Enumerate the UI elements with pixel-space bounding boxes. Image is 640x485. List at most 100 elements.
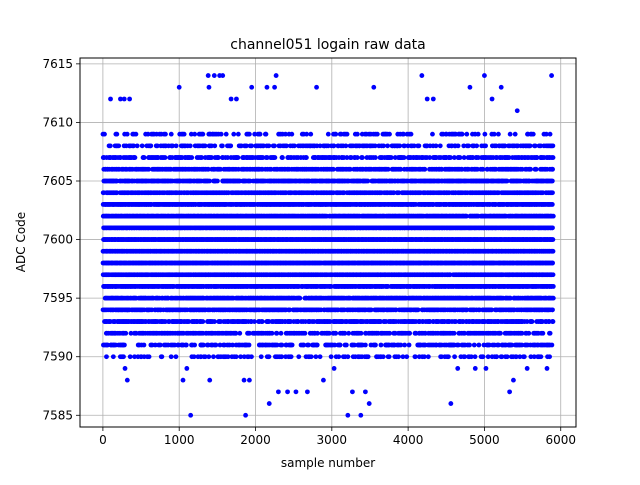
data-point — [304, 155, 309, 160]
data-point — [111, 354, 116, 359]
data-point — [174, 143, 179, 148]
data-point — [228, 143, 233, 148]
data-point — [236, 132, 241, 137]
data-point — [189, 155, 194, 160]
data-point — [134, 132, 139, 137]
data-point — [147, 354, 152, 359]
data-point — [346, 354, 351, 359]
data-point — [188, 143, 193, 148]
data-point — [200, 132, 205, 137]
data-point — [360, 155, 365, 160]
data-point — [259, 354, 264, 359]
data-point — [247, 132, 252, 137]
data-point — [108, 143, 113, 148]
data-point — [163, 132, 168, 137]
data-point — [182, 132, 187, 137]
data-point — [381, 354, 386, 359]
data-point — [309, 354, 314, 359]
data-point — [313, 354, 318, 359]
data-point — [387, 132, 392, 137]
data-point — [385, 143, 390, 148]
data-point — [315, 343, 320, 348]
data-point — [220, 143, 225, 148]
data-point — [192, 343, 197, 348]
data-point — [258, 132, 263, 137]
data-point — [169, 354, 174, 359]
data-point — [402, 155, 407, 160]
data-point — [215, 179, 220, 184]
data-point — [272, 155, 277, 160]
data-point — [387, 354, 392, 359]
data-point — [128, 354, 133, 359]
data-point — [264, 132, 269, 137]
data-point — [214, 343, 219, 348]
data-point — [290, 343, 295, 348]
data-point — [289, 354, 294, 359]
data-point — [135, 143, 140, 148]
data-point — [212, 143, 217, 148]
data-point — [315, 331, 320, 336]
data-point — [102, 132, 107, 137]
data-point — [274, 331, 279, 336]
data-point — [266, 143, 271, 148]
data-point — [247, 343, 252, 348]
data-point — [303, 331, 308, 336]
data-point — [308, 132, 313, 137]
data-point — [234, 354, 239, 359]
data-point — [192, 132, 197, 137]
data-point — [343, 143, 348, 148]
data-point — [163, 155, 168, 160]
data-point — [359, 331, 364, 336]
data-point — [336, 354, 341, 359]
data-point — [379, 343, 384, 348]
data-point — [142, 343, 147, 348]
data-point — [203, 143, 208, 148]
data-point — [318, 354, 323, 359]
data-point — [206, 354, 211, 359]
data-point — [397, 143, 402, 148]
data-point — [121, 354, 126, 359]
data-point — [122, 343, 127, 348]
data-point — [363, 343, 368, 348]
data-point — [326, 132, 331, 137]
data-point — [381, 143, 386, 148]
data-point — [346, 331, 351, 336]
data-point — [211, 354, 216, 359]
data-point — [237, 331, 242, 336]
data-point — [236, 155, 241, 160]
data-point — [329, 354, 334, 359]
data-point — [373, 155, 378, 160]
data-point — [260, 319, 265, 324]
data-point — [292, 143, 297, 148]
data-point — [402, 343, 407, 348]
data-point — [270, 331, 275, 336]
data-point — [355, 155, 360, 160]
data-point — [333, 331, 338, 336]
data-point — [169, 132, 174, 137]
data-point — [272, 143, 277, 148]
data-point — [212, 319, 217, 324]
data-point — [174, 354, 179, 359]
data-point — [249, 354, 254, 359]
data-point — [224, 132, 229, 137]
data-point — [219, 132, 224, 137]
data-point — [366, 354, 371, 359]
data-point — [373, 343, 378, 348]
data-point — [148, 143, 153, 148]
data-point — [344, 343, 349, 348]
data-point — [207, 179, 212, 184]
data-point — [338, 343, 343, 348]
data-point — [159, 354, 164, 359]
data-point — [280, 155, 285, 160]
data-point — [231, 132, 236, 137]
data-point — [296, 354, 301, 359]
data-point — [355, 132, 360, 137]
data-point — [125, 132, 130, 137]
data-point — [133, 155, 138, 160]
data-point — [114, 132, 119, 137]
data-point — [345, 132, 350, 137]
data-point — [140, 143, 145, 148]
data-point — [123, 331, 128, 336]
data-point — [252, 319, 257, 324]
